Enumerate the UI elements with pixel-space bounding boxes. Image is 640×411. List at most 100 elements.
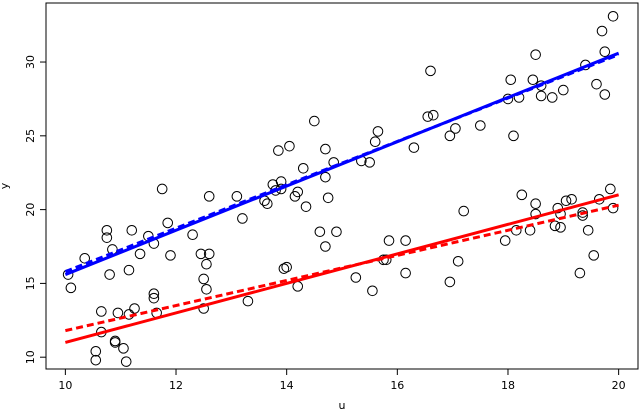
data-point xyxy=(120,356,132,367)
fit-lines-layer xyxy=(64,51,620,344)
data-point xyxy=(320,143,331,155)
data-point xyxy=(90,345,102,357)
data-point xyxy=(156,183,168,195)
data-point xyxy=(101,232,113,243)
data-point xyxy=(475,120,486,131)
data-point xyxy=(599,89,611,100)
red-solid-fit-line xyxy=(64,193,620,344)
data-point xyxy=(372,126,384,137)
data-point xyxy=(530,208,541,220)
data-point xyxy=(65,282,77,294)
data-point xyxy=(422,111,434,122)
x-tick-label: 20 xyxy=(612,379,626,392)
data-point xyxy=(527,74,539,86)
data-point xyxy=(591,78,602,90)
data-point xyxy=(148,292,160,304)
data-point xyxy=(320,171,331,183)
data-point xyxy=(552,202,564,214)
data-point xyxy=(320,241,331,252)
data-point xyxy=(367,285,378,297)
data-point xyxy=(129,303,140,314)
data-point xyxy=(577,207,588,218)
data-point xyxy=(607,10,619,22)
data-point xyxy=(364,157,375,168)
data-point xyxy=(322,192,334,204)
data-point xyxy=(499,235,511,246)
x-tick-label: 12 xyxy=(169,379,183,392)
data-point xyxy=(198,303,209,314)
data-point xyxy=(546,92,558,103)
data-point xyxy=(118,343,129,354)
data-point xyxy=(574,267,586,279)
y-tick-label: 20 xyxy=(24,203,37,217)
data-point xyxy=(148,288,160,300)
data-point xyxy=(281,261,292,273)
data-point xyxy=(588,250,600,261)
data-point xyxy=(292,281,304,292)
data-point xyxy=(369,136,381,148)
data-point xyxy=(383,235,395,246)
data-point xyxy=(450,123,461,134)
data-point xyxy=(273,145,284,156)
data-point xyxy=(408,142,420,153)
data-point xyxy=(165,250,176,261)
data-point xyxy=(203,248,215,260)
data-point xyxy=(126,224,138,236)
data-point xyxy=(508,130,519,142)
data-point xyxy=(530,49,541,60)
x-tick-label: 10 xyxy=(58,379,72,392)
data-point xyxy=(505,74,517,86)
plot-frame xyxy=(45,2,639,370)
axes-layer: 10 12 14 16 18 20 10 15 20 25 30 xyxy=(24,55,626,392)
data-point xyxy=(560,195,572,207)
x-tick-label: 18 xyxy=(501,379,515,392)
x-tick-label: 16 xyxy=(390,379,404,392)
data-point xyxy=(549,220,561,232)
y-axis-title: y xyxy=(0,182,11,189)
data-point xyxy=(350,272,362,283)
data-point xyxy=(297,162,309,174)
data-point xyxy=(262,198,273,210)
data-point xyxy=(104,269,115,280)
data-point xyxy=(198,273,209,285)
data-point xyxy=(530,198,541,210)
points-layer xyxy=(62,10,619,367)
data-point xyxy=(231,191,243,202)
data-point xyxy=(237,213,248,224)
data-point xyxy=(555,222,566,233)
data-point xyxy=(109,337,121,348)
data-point xyxy=(400,267,411,279)
data-point xyxy=(566,193,577,205)
data-point xyxy=(112,307,124,319)
data-point xyxy=(596,25,608,37)
blue-dashed-fit-line xyxy=(64,53,620,273)
data-point xyxy=(300,201,312,212)
data-point xyxy=(558,84,569,96)
data-point xyxy=(444,276,456,288)
data-point xyxy=(242,295,254,307)
data-point xyxy=(195,248,207,260)
data-point xyxy=(96,306,107,317)
data-point xyxy=(314,226,326,238)
data-point xyxy=(203,191,215,202)
data-point xyxy=(599,46,611,58)
data-point xyxy=(605,183,616,195)
data-point xyxy=(444,130,456,142)
data-point xyxy=(79,253,91,264)
data-point xyxy=(582,224,594,236)
data-point xyxy=(187,229,198,241)
data-point xyxy=(535,90,547,102)
data-point xyxy=(101,224,113,236)
data-point xyxy=(123,264,135,276)
data-point xyxy=(284,140,295,152)
data-point xyxy=(577,210,588,221)
x-tick-label: 14 xyxy=(280,379,294,392)
y-tick-label: 25 xyxy=(24,129,37,143)
data-point xyxy=(400,235,411,246)
y-tick-label: 30 xyxy=(24,55,37,69)
y-tick-label: 15 xyxy=(24,276,37,290)
data-point xyxy=(162,217,174,229)
data-point xyxy=(201,284,212,295)
data-point xyxy=(309,115,320,127)
